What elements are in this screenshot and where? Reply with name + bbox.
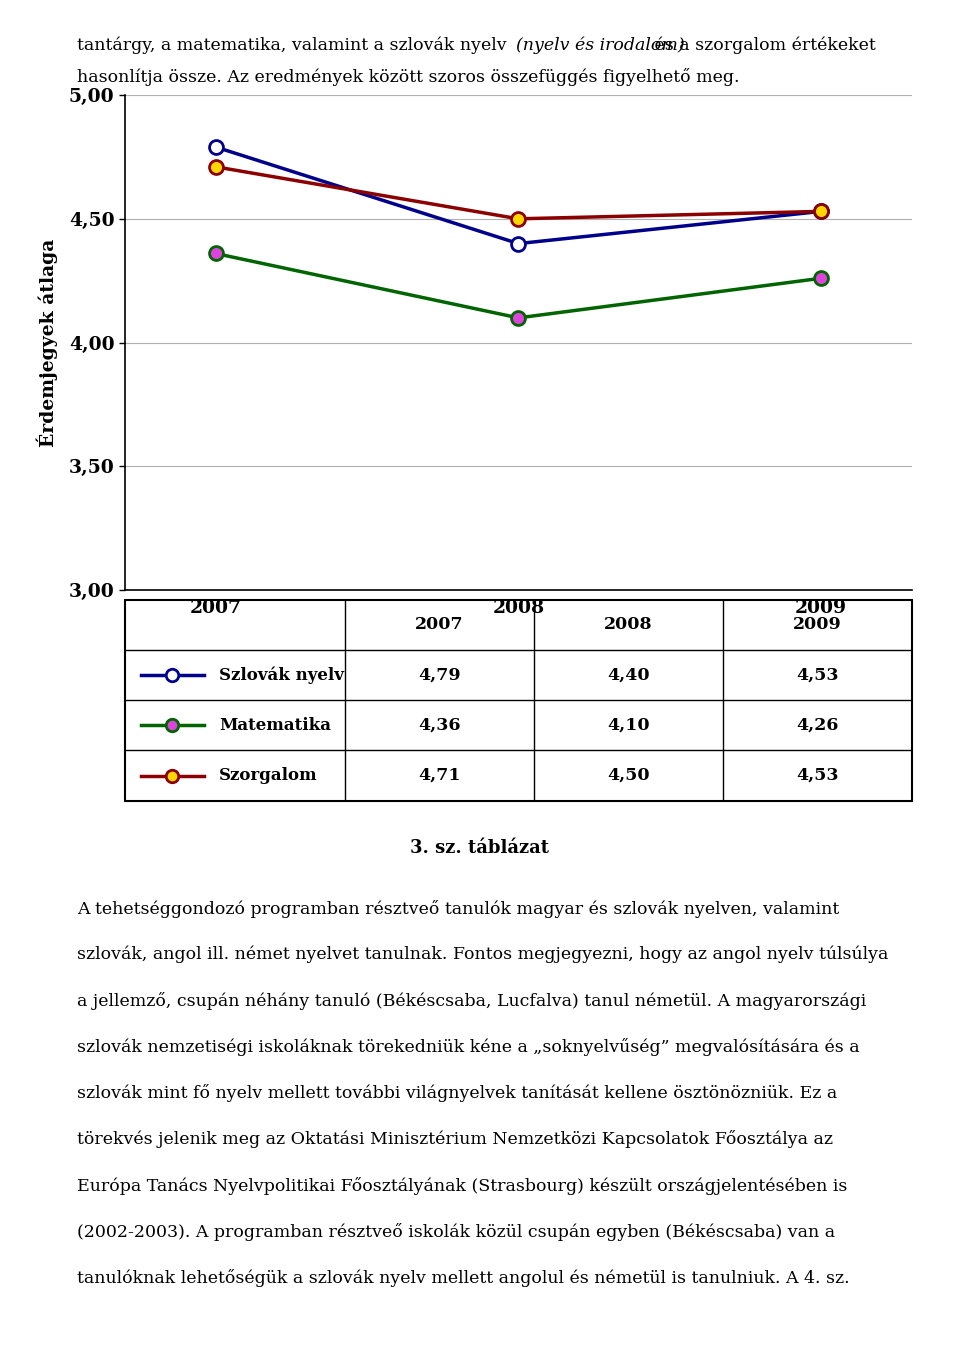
Text: A tehetséggondozó programban résztveő tanulók magyar és szlovák nyelven, valamin: A tehetséggondozó programban résztveő ta… — [77, 900, 839, 917]
Text: Európa Tanács Nyelvpolitikai Főosztályának (Strasbourg) készült országjelentéséb: Európa Tanács Nyelvpolitikai Főosztályán… — [77, 1177, 847, 1194]
Text: (2002-2003). A programban résztveő iskolák közül csupán egyben (Békéscsaba) van : (2002-2003). A programban résztveő iskol… — [77, 1223, 835, 1240]
Text: a jellemző, csupán néhány tanuló (Békéscsaba, Lucfalva) tanul németül. A magyaro: a jellemző, csupán néhány tanuló (Békésc… — [77, 992, 866, 1010]
Text: 4,79: 4,79 — [419, 666, 461, 684]
Text: tanulóknak lehetőségük a szlovák nyelv mellett angolul és németül is tanulniuk. : tanulóknak lehetőségük a szlovák nyelv m… — [77, 1269, 850, 1286]
Text: 2008: 2008 — [605, 616, 653, 634]
Text: 2009: 2009 — [793, 616, 842, 634]
Text: Szorgalom: Szorgalom — [219, 767, 318, 784]
Y-axis label: Érdemjegyek átlaga: Érdemjegyek átlaga — [36, 239, 58, 446]
Text: szlovák nemzetiségi iskoláknak törekedniük kéne a „soknyelvűség” megvalósítására: szlovák nemzetiségi iskoláknak törekedni… — [77, 1038, 859, 1056]
Text: 4,71: 4,71 — [419, 767, 461, 784]
Text: 4,53: 4,53 — [796, 767, 839, 784]
Text: (nyelv és irodalom): (nyelv és irodalom) — [516, 37, 685, 54]
Text: 3. sz. táblázat: 3. sz. táblázat — [411, 839, 549, 856]
Text: 4,10: 4,10 — [608, 716, 650, 734]
Text: 4,36: 4,36 — [419, 716, 461, 734]
Text: szlovák mint fő nyelv mellett további világnyelvek tanítását kellene ösztönözniü: szlovák mint fő nyelv mellett további vi… — [77, 1084, 837, 1102]
Text: hasonlítja össze. Az eredmények között szoros összefüggés figyelhető meg.: hasonlítja össze. Az eredmények között s… — [77, 68, 739, 85]
Text: Matematika: Matematika — [219, 716, 331, 734]
Text: szlovák, angol ill. német nyelvet tanulnak. Fontos megjegyezni, hogy az angol ny: szlovák, angol ill. német nyelvet tanuln… — [77, 946, 888, 963]
Text: 2007: 2007 — [416, 616, 464, 634]
Text: és a szorgalom értékeket: és a szorgalom értékeket — [649, 37, 876, 54]
Text: 4,40: 4,40 — [608, 666, 650, 684]
Text: Szlovák nyelv: Szlovák nyelv — [219, 666, 345, 684]
Text: törekvés jelenik meg az Oktatási Minisztérium Nemzetközi Kapcsolatok Főosztálya : törekvés jelenik meg az Oktatási Miniszt… — [77, 1130, 832, 1148]
Text: tantárgy, a matematika, valamint a szlovák nyelv: tantárgy, a matematika, valamint a szlov… — [77, 37, 512, 54]
Text: 4,26: 4,26 — [797, 716, 839, 734]
Text: 4,50: 4,50 — [608, 767, 650, 784]
Text: 4,53: 4,53 — [796, 666, 839, 684]
